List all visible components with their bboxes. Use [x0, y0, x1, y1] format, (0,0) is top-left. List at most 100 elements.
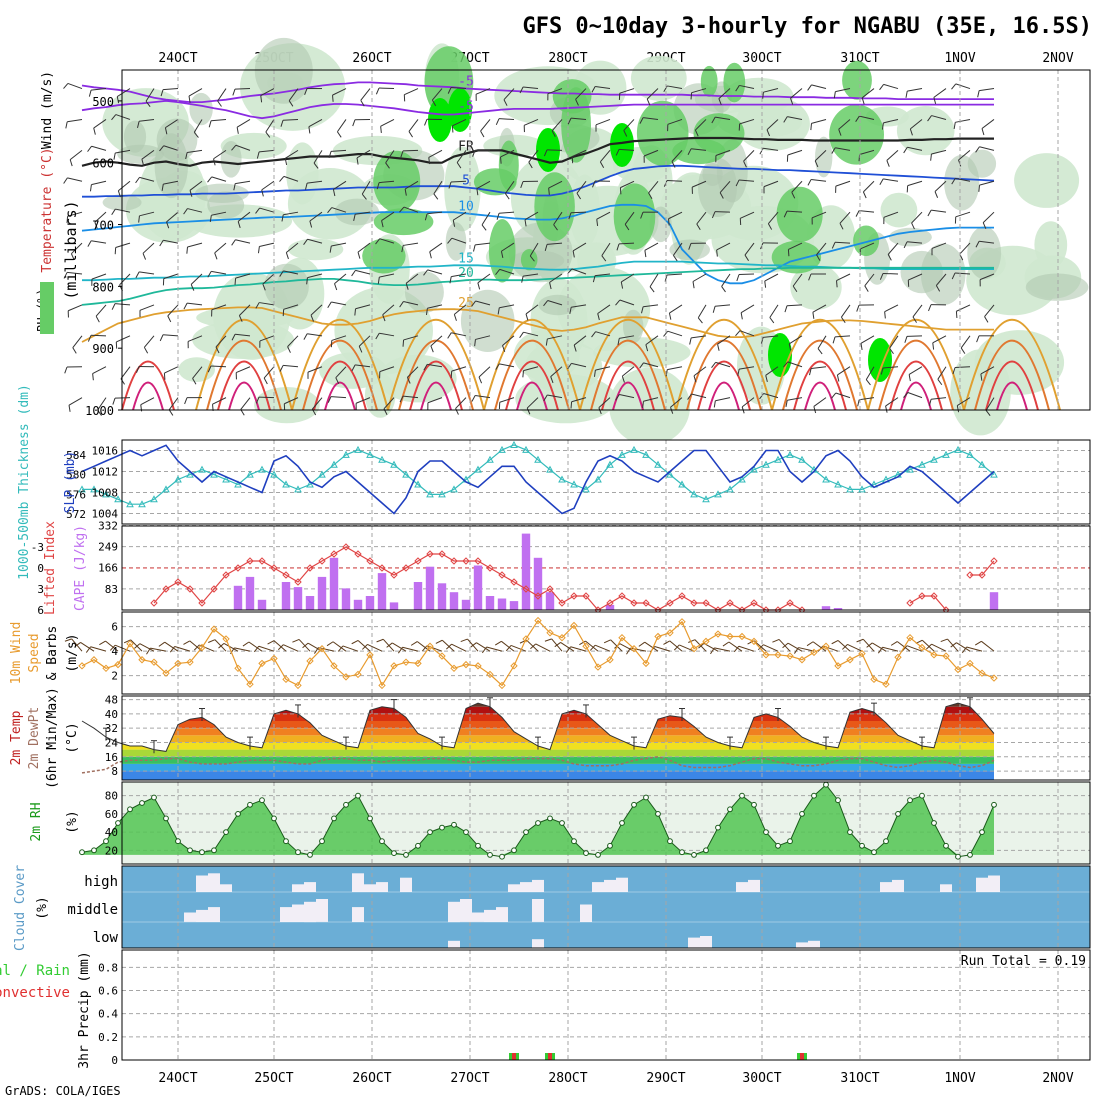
- thickness-marker: [906, 465, 914, 473]
- thickness-marker: [426, 490, 434, 498]
- surface-isotherm: [483, 319, 581, 411]
- cloud-block: [736, 882, 748, 892]
- lifted-index-marker: [726, 599, 734, 607]
- wind-barb-flag: [719, 192, 724, 199]
- wind-barb-flag: [617, 338, 620, 346]
- wind-barb: [404, 180, 419, 190]
- rh-marker: [787, 838, 793, 845]
- bottom-date-label: 24OCT: [158, 1071, 197, 1086]
- wind-barb: [672, 242, 683, 256]
- wind-speed-marker: [306, 657, 314, 665]
- wind-barb: [72, 335, 83, 348]
- wind-speed-line: [81, 619, 995, 687]
- cape-bar: [281, 582, 291, 610]
- wind-barb-flag: [500, 251, 504, 258]
- temp-band: [122, 749, 994, 757]
- wind-barb: [528, 150, 539, 163]
- wind-barb-flag: [425, 308, 428, 316]
- wind-barb: [498, 118, 515, 120]
- wind-barb: [308, 119, 323, 128]
- cloud-cover-label: Cloud Cover: [13, 865, 28, 951]
- wind-barb-flag: [783, 116, 788, 123]
- wind-barb-flag: [836, 374, 840, 382]
- wind-barb: [260, 88, 275, 97]
- wind-barb: [601, 242, 611, 256]
- rh-marker: [127, 806, 133, 813]
- lifted-index-marker: [630, 599, 638, 607]
- wind-barb-flag: [399, 395, 404, 403]
- wind-barb-flag: [591, 86, 596, 93]
- wind-barb: [428, 149, 443, 158]
- wind-barb-flag: [711, 211, 716, 219]
- wind-barb: [139, 271, 155, 275]
- lifted-index-marker: [294, 578, 302, 586]
- wind-barb: [310, 304, 323, 316]
- wind-barb-flag: [687, 148, 692, 156]
- wind-barb: [715, 116, 731, 120]
- wind-barb: [908, 366, 923, 375]
- rh-marker: [571, 838, 577, 845]
- wind-speed-marker: [282, 675, 290, 684]
- y-tick-label: 600: [92, 157, 114, 171]
- lifted-index-marker: [978, 571, 986, 579]
- cloud-block: [616, 877, 628, 892]
- wind-barb: [263, 366, 275, 379]
- rh-marker: [691, 852, 697, 858]
- wind-barb-flag: [644, 250, 647, 258]
- wind-barb: [715, 149, 731, 156]
- wind-barb-flag: [592, 275, 596, 283]
- wind-barb-flag: [481, 646, 487, 654]
- wind-speed-marker: [822, 642, 830, 650]
- top-date-label: 24OCT: [158, 51, 197, 66]
- wind-barb-flag: [386, 642, 393, 648]
- slp-label: SLP (mb): [63, 451, 78, 514]
- wind-barb: [883, 211, 899, 218]
- rh-marker: [523, 829, 529, 835]
- wind-barb-flag: [167, 315, 172, 323]
- wind-barb: [403, 242, 419, 246]
- wind-barb: [119, 273, 131, 286]
- wind-barb-flag: [207, 365, 212, 373]
- wind-barb: [475, 395, 491, 399]
- wind-barb-flag: [399, 301, 404, 308]
- wind-barb: [643, 397, 659, 402]
- wind-barb: [960, 335, 971, 349]
- wind-barb-flag: [267, 640, 275, 645]
- wind-barb: [118, 180, 131, 192]
- wind-speed-marker: [486, 670, 494, 679]
- thickness-marker: [102, 490, 110, 498]
- wind-barb-flag: [572, 250, 575, 258]
- wind-barb-flag: [980, 373, 983, 381]
- wind-barb: [355, 269, 371, 275]
- surface-isotherm: [963, 319, 1061, 411]
- wind-barb-flag: [424, 119, 428, 126]
- precip-tick-label: 0.2: [98, 1031, 118, 1044]
- wind-barb-flag: [280, 120, 284, 127]
- wind-barb: [115, 303, 131, 306]
- wind-barb-flag: [865, 379, 871, 386]
- wind-barb-flag: [193, 644, 200, 651]
- wind-barb: [284, 397, 299, 405]
- wind-barb-flag: [879, 178, 884, 186]
- wind-barb-flag: [505, 645, 512, 652]
- rh-shade-light: [790, 264, 842, 310]
- wind-barb-flag: [528, 161, 533, 169]
- wind-barb-flag: [567, 117, 572, 125]
- rh-marker: [715, 824, 721, 831]
- wind-speed-marker: [174, 659, 182, 668]
- wind-barb: [331, 335, 347, 341]
- wind-barb: [211, 118, 227, 122]
- thickness-marker: [930, 455, 938, 463]
- wind-barb: [934, 180, 947, 192]
- wind-speed-marker: [438, 652, 446, 660]
- wind-barb: [575, 88, 587, 100]
- wind-barb-flag: [716, 249, 718, 257]
- wind-barb-flag: [903, 392, 909, 398]
- wind-barb-flag: [521, 275, 524, 283]
- thickness-marker: [258, 465, 266, 473]
- wind-barb: [668, 211, 683, 220]
- wind-barb-flag: [713, 400, 716, 408]
- wind-barb: [166, 211, 179, 223]
- isotherm-line: [81, 266, 994, 306]
